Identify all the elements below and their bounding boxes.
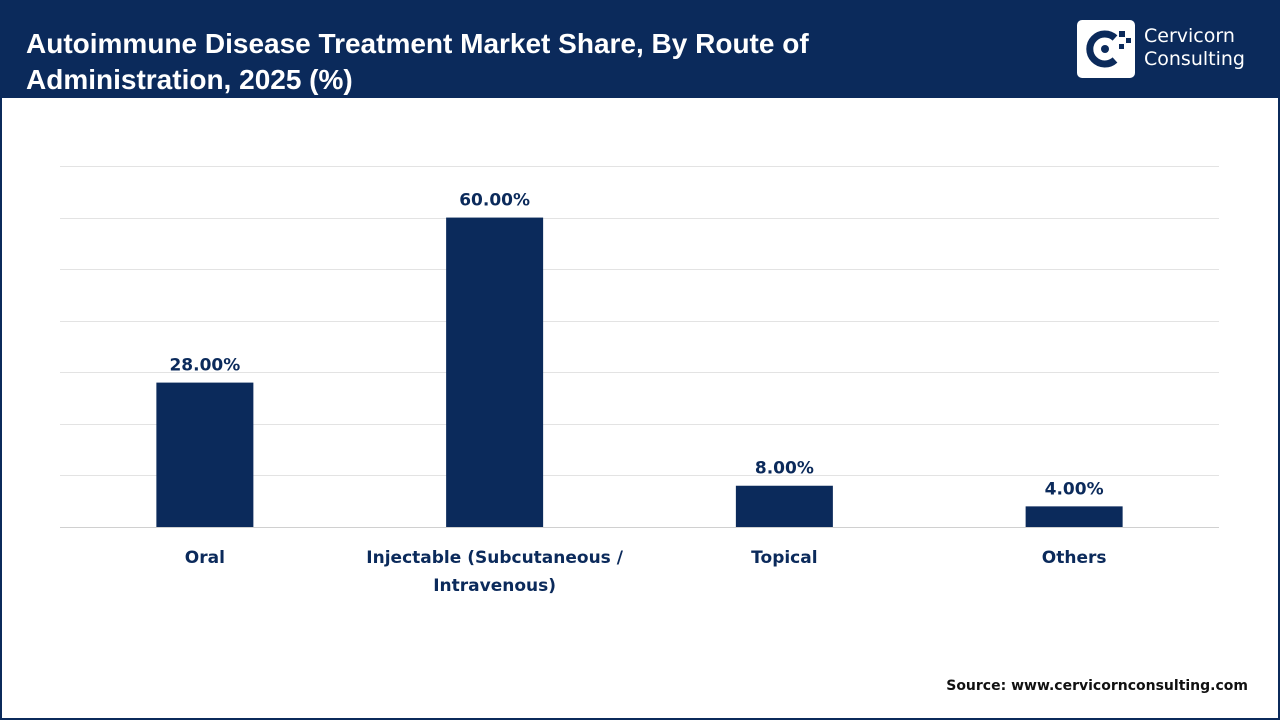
data-labels: 28.00% 60.00% 8.00% 4.00% (169, 191, 1103, 500)
category-label: Injectable (Subcutaneous / Intravenous) (366, 548, 623, 596)
bar (446, 217, 544, 528)
category-label-line: Injectable (Subcutaneous / (366, 548, 623, 568)
category-label-line: Oral (185, 548, 225, 568)
category-label-line: Others (1042, 548, 1107, 568)
source-note: Source: www.cervicornconsulting.com (946, 678, 1248, 694)
data-label: 4.00% (1045, 479, 1104, 499)
logo-icon (1077, 20, 1135, 78)
category-label: Others (1042, 548, 1107, 568)
category-label: Oral (185, 548, 225, 568)
category-label-line: Intravenous) (433, 576, 556, 596)
company-logo: Cervicorn Consulting (1076, 19, 1266, 79)
logo-wordmark: Cervicorn Consulting (1144, 25, 1245, 71)
category-labels: Oral Injectable (Subcutaneous / Intravenou… (185, 548, 1107, 596)
bars (156, 217, 1123, 528)
bar (735, 485, 833, 527)
logo-line-2: Consulting (1144, 48, 1245, 70)
data-label: 60.00% (459, 191, 530, 211)
title-banner: Autoimmune Disease Treatment Market Shar… (2, 2, 1278, 98)
category-label-line: Topical (751, 548, 817, 568)
category-label: Topical (751, 548, 817, 568)
data-label: 8.00% (755, 459, 814, 479)
bar (156, 382, 254, 527)
logo-line-1: Cervicorn (1144, 25, 1235, 47)
data-label: 28.00% (169, 356, 240, 376)
bar (1025, 506, 1123, 527)
chart-title: Autoimmune Disease Treatment Market Shar… (26, 28, 809, 95)
